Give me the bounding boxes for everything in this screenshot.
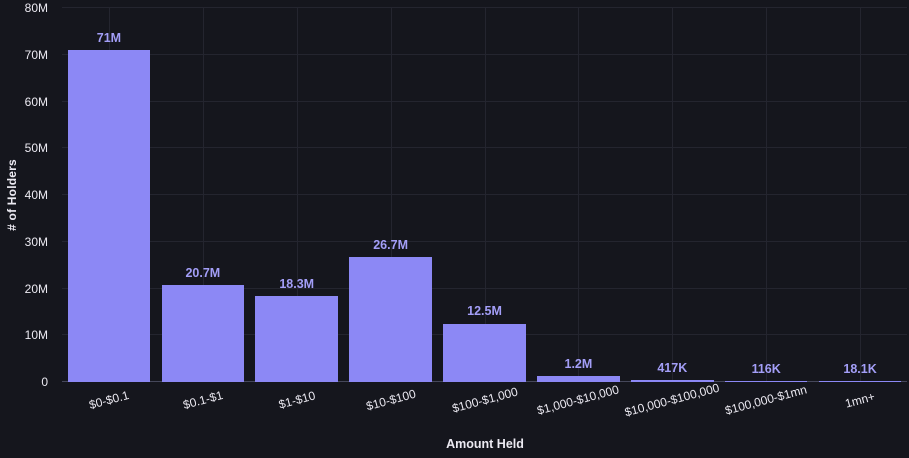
gridline-vertical (860, 8, 862, 382)
gridline-vertical (202, 8, 204, 382)
bar-value-label: 417K (657, 360, 688, 375)
y-tick-label: 80M (24, 1, 48, 15)
x-tick-label: $1-$10 (276, 388, 317, 412)
gridline-vertical (390, 8, 392, 382)
bar (630, 380, 714, 382)
bar-slot: 20.7M (156, 8, 250, 382)
bar-slot: 71M (62, 8, 156, 382)
y-tick-label: 60M (24, 94, 48, 109)
y-tick-label: 0 (41, 375, 48, 389)
y-tick-label: 70M (24, 47, 48, 62)
x-tick-label: $0.1-$1 (181, 387, 225, 413)
bar-value-label: 20.7M (185, 265, 221, 280)
gridline-vertical (672, 8, 674, 382)
x-tick-label: $10,000-$100,000 (623, 380, 722, 420)
gridline-vertical (484, 8, 486, 382)
x-tick-label: $100-$1,000 (450, 384, 519, 416)
bar-slot: 26.7M (344, 8, 438, 382)
bar-value-label: 71M (96, 30, 122, 45)
x-tick-label: 1mn+ (843, 389, 877, 411)
gridline-vertical (578, 8, 580, 382)
x-tick-slot: $1-$10 (250, 386, 344, 430)
bar-slot: 116K (719, 8, 813, 382)
y-tick-label: 30M (24, 234, 48, 249)
bar-slot: 18.3M (250, 8, 344, 382)
bar-value-label: 116K (751, 361, 781, 376)
x-tick-label: $100,000-$1mn (723, 382, 809, 418)
bar-slot: 18.1K (813, 8, 907, 382)
x-tick-slot: $1,000-$10,000 (531, 382, 625, 430)
bar-value-label: 1.2M (564, 356, 593, 371)
x-tick-slot: 1mn+ (813, 386, 907, 430)
x-tick-slot: $0.1-$1 (156, 386, 250, 430)
gridline-vertical (296, 8, 298, 382)
gridline-vertical (766, 8, 768, 382)
plot-area: 71M 20.7M 18.3M 26.7M 12.5M 1.2M 417K 116K 18.1K (62, 7, 907, 382)
y-tick-label: 40M (24, 188, 48, 202)
x-tick-label: $1,000-$10,000 (535, 382, 621, 418)
y-tick-label: 10M (24, 328, 48, 343)
x-tick-slot: $10,000-$100,000 (623, 381, 721, 430)
bar (443, 323, 526, 382)
bar-slot: 417K (625, 8, 719, 382)
x-tick-slot: $10-$100 (344, 386, 438, 430)
x-axis-title: Amount Held (446, 437, 524, 451)
bar (255, 296, 339, 382)
y-tick-label: 20M (24, 281, 48, 296)
bar (67, 50, 151, 382)
y-tick-label: 50M (24, 141, 48, 156)
gridline-horizontal (62, 7, 907, 8)
bar-value-label: 18.1K (843, 362, 877, 377)
bar-value-label: 18.3M (279, 276, 315, 291)
x-tick-slot: $100,000-$1mn (719, 382, 813, 430)
x-tick-label: $10-$100 (364, 386, 417, 414)
bar (537, 376, 620, 382)
bar-slot: 12.5M (438, 8, 532, 382)
bar (724, 381, 808, 382)
y-axis-ticks: 0 10M 20M 30M 40M 50M 60M 70M 80M (0, 2, 56, 388)
bar (161, 285, 245, 382)
x-axis-labels: $0-$0.1 $0.1-$1 $1-$10 $10-$100 $100-$1,000 $… (62, 381, 907, 430)
bar-value-label: 12.5M (467, 304, 502, 319)
x-tick-slot: $100-$1,000 (438, 384, 532, 430)
x-tick-slot: $0-$0.1 (62, 386, 156, 430)
x-tick-label: $0-$0.1 (87, 387, 131, 413)
bar-value-label: 26.7M (373, 237, 408, 252)
bar (818, 381, 902, 382)
bar (349, 257, 432, 382)
bars: 71M 20.7M 18.3M 26.7M 12.5M 1.2M 417K 116K 18.1K (62, 8, 907, 382)
bar-slot: 1.2M (531, 8, 625, 382)
